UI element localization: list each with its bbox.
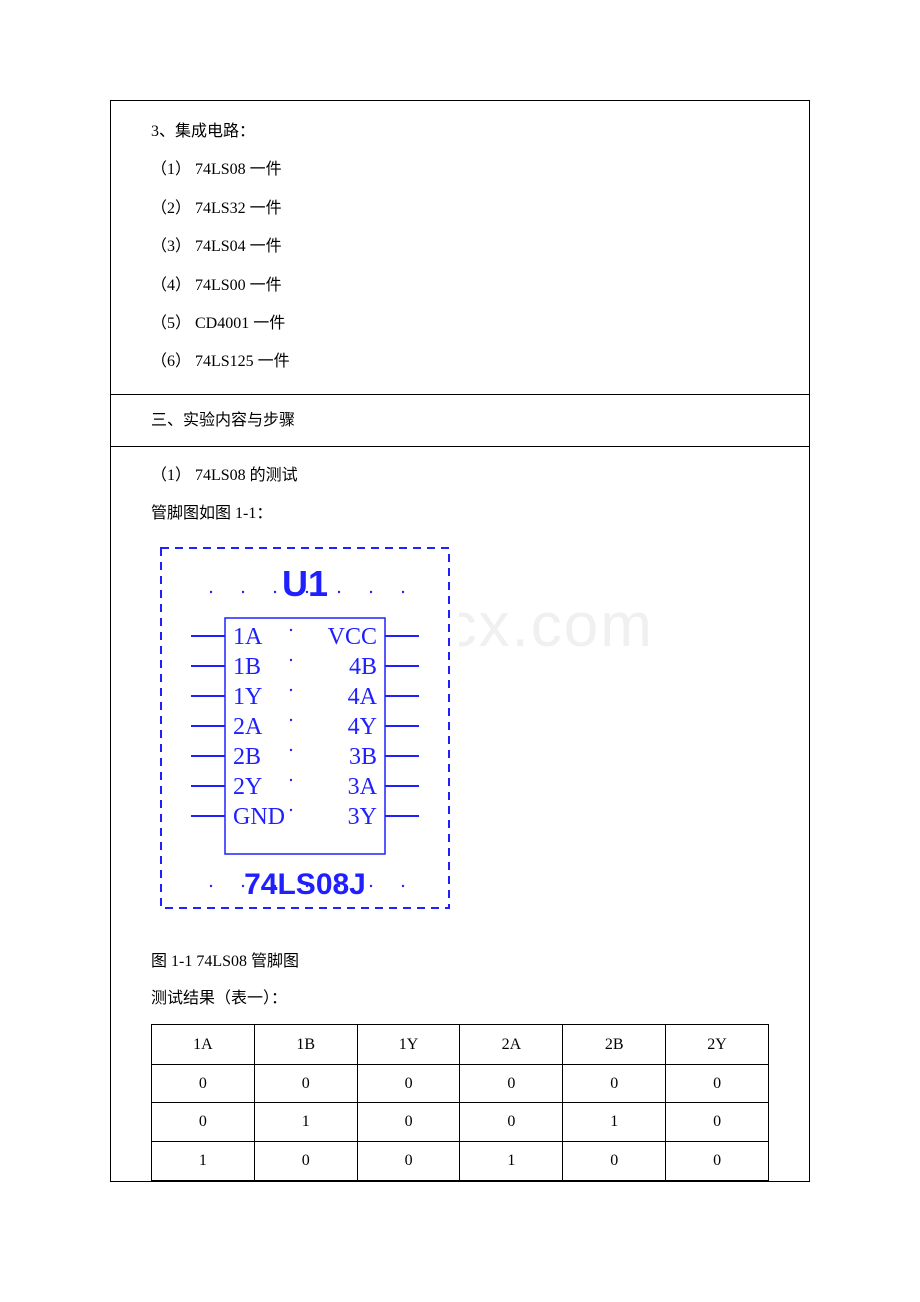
components-cell: 3、集成电路： （1） 74LS08 一件 （2） 74LS32 一件 （3） … [111,101,809,395]
table-cell: 0 [666,1142,769,1181]
table-header-cell: 1B [254,1024,357,1064]
pinout-label: 管脚图如图 1-1： [151,495,809,533]
result-label: 测试结果（表一）： [151,980,809,1018]
svg-text:4B: 4B [349,654,377,680]
page-content: 3、集成电路： （1） 74LS08 一件 （2） 74LS32 一件 （3） … [110,100,810,1182]
table-cell: 0 [152,1064,255,1103]
table-cell: 0 [357,1103,460,1142]
table-cell: 0 [152,1103,255,1142]
table-cell: 0 [460,1103,563,1142]
svg-text:3A: 3A [348,774,378,800]
table-header-cell: 2Y [666,1024,769,1064]
table-cell: 0 [254,1142,357,1181]
svg-text:2B: 2B [233,744,261,770]
table-header-cell: 1A [152,1024,255,1064]
component-item: （3） 74LS04 一件 [151,228,809,266]
figure-caption: 图 1-1 74LS08 管脚图 [151,943,809,981]
svg-text:4Y: 4Y [348,714,377,740]
svg-text:74LS08J: 74LS08J [244,868,366,901]
table-cell: 1 [563,1103,666,1142]
table-cell: 0 [254,1064,357,1103]
svg-text:GND: GND [233,804,285,830]
table-cell: 0 [460,1064,563,1103]
table-cell: 1 [152,1142,255,1181]
table-row: 000000 [152,1064,769,1103]
document-table: 3、集成电路： （1） 74LS08 一件 （2） 74LS32 一件 （3） … [110,100,810,1182]
table-cell: 0 [666,1064,769,1103]
svg-text:1A: 1A [233,624,263,650]
table-cell: 1 [254,1103,357,1142]
table-cell: 0 [563,1064,666,1103]
component-item: （1） 74LS08 一件 [151,151,809,189]
components-title: 3、集成电路： [151,113,809,151]
component-item: （2） 74LS32 一件 [151,190,809,228]
svg-text:2Y: 2Y [233,774,262,800]
svg-text:3Y: 3Y [348,804,377,830]
table-cell: 1 [460,1142,563,1181]
svg-text:VCC: VCC [328,624,377,650]
table-cell: 0 [357,1064,460,1103]
svg-text:1Y: 1Y [233,684,262,710]
table-header-cell: 2A [460,1024,563,1064]
truth-table: 1A1B1Y2A2B2Y000000010010100100 [151,1024,769,1181]
table-cell: 0 [563,1142,666,1181]
table-header-cell: 2B [563,1024,666,1064]
chip-pinout-diagram: U1 1A VCC 1B 4B 1Y 4A 2A 4Y 2B 3B 2Y 3A GND 3Y 74LS08J [151,538,809,933]
table-row: 100100 [152,1142,769,1181]
svg-text:3B: 3B [349,744,377,770]
section-heading: 三、实验内容与步骤 [151,403,809,438]
chip-svg: U1 1A VCC 1B 4B 1Y 4A 2A 4Y 2B 3B 2Y 3A GND 3Y 74LS08J [151,538,459,918]
experiment-cell: （1） 74LS08 的测试 管脚图如图 1-1： U1 1A VCC 1B 4B 1Y 4… [111,447,809,1181]
test-label: （1） 74LS08 的测试 [151,457,809,495]
table-header-cell: 1Y [357,1024,460,1064]
svg-text:U1: U1 [282,563,328,604]
component-item: （6） 74LS125 一件 [151,343,809,381]
component-item: （4） 74LS00 一件 [151,267,809,305]
svg-text:4A: 4A [348,684,378,710]
table-cell: 0 [666,1103,769,1142]
table-cell: 0 [357,1142,460,1181]
table-header-row: 1A1B1Y2A2B2Y [152,1024,769,1064]
table-row: 010010 [152,1103,769,1142]
svg-text:1B: 1B [233,654,261,680]
svg-text:2A: 2A [233,714,263,740]
component-item: （5） CD4001 一件 [151,305,809,343]
section-heading-cell: 三、实验内容与步骤 [111,395,809,447]
